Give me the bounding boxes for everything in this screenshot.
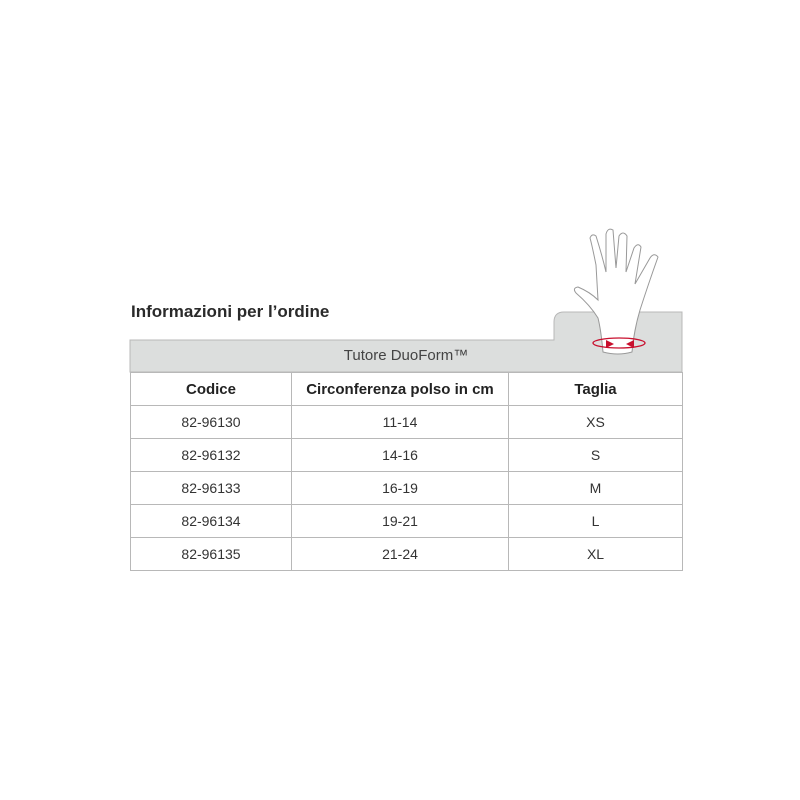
table-header-row: Codice Circonferenza polso in cm Taglia	[130, 372, 683, 406]
circumference-cell: 21-24	[291, 537, 509, 571]
size-cell: L	[508, 504, 683, 538]
circumference-cell: 16-19	[291, 471, 509, 505]
circumference-cell: 19-21	[291, 504, 509, 538]
code-cell: 82-96133	[130, 471, 292, 505]
table-row: 82-96134 19-21 L	[130, 504, 683, 538]
table-row: 82-96130 11-14 XS	[130, 405, 683, 439]
size-cell: S	[508, 438, 683, 472]
product-name: Tutore DuoForm™	[343, 347, 469, 364]
table-row: 82-96133 16-19 M	[130, 471, 683, 505]
size-cell: XS	[508, 405, 683, 439]
table-row: 82-96132 14-16 S	[130, 438, 683, 472]
hand-wrist-measure-icon	[573, 228, 659, 355]
size-cell: XL	[508, 537, 683, 571]
section-title: Informazioni per l’ordine	[131, 302, 330, 321]
table-row: 82-96135 21-24 XL	[130, 537, 683, 571]
size-cell: M	[508, 471, 683, 505]
code-cell: 82-96132	[130, 438, 292, 472]
column-header-circumference: Circonferenza polso in cm	[291, 372, 509, 406]
code-cell: 82-96135	[130, 537, 292, 571]
circumference-cell: 14-16	[291, 438, 509, 472]
column-header-size: Taglia	[508, 372, 683, 406]
circumference-cell: 11-14	[291, 405, 509, 439]
size-table: Codice Circonferenza polso in cm Taglia …	[130, 372, 683, 571]
code-cell: 82-96130	[130, 405, 292, 439]
code-cell: 82-96134	[130, 504, 292, 538]
column-header-code: Codice	[130, 372, 292, 406]
